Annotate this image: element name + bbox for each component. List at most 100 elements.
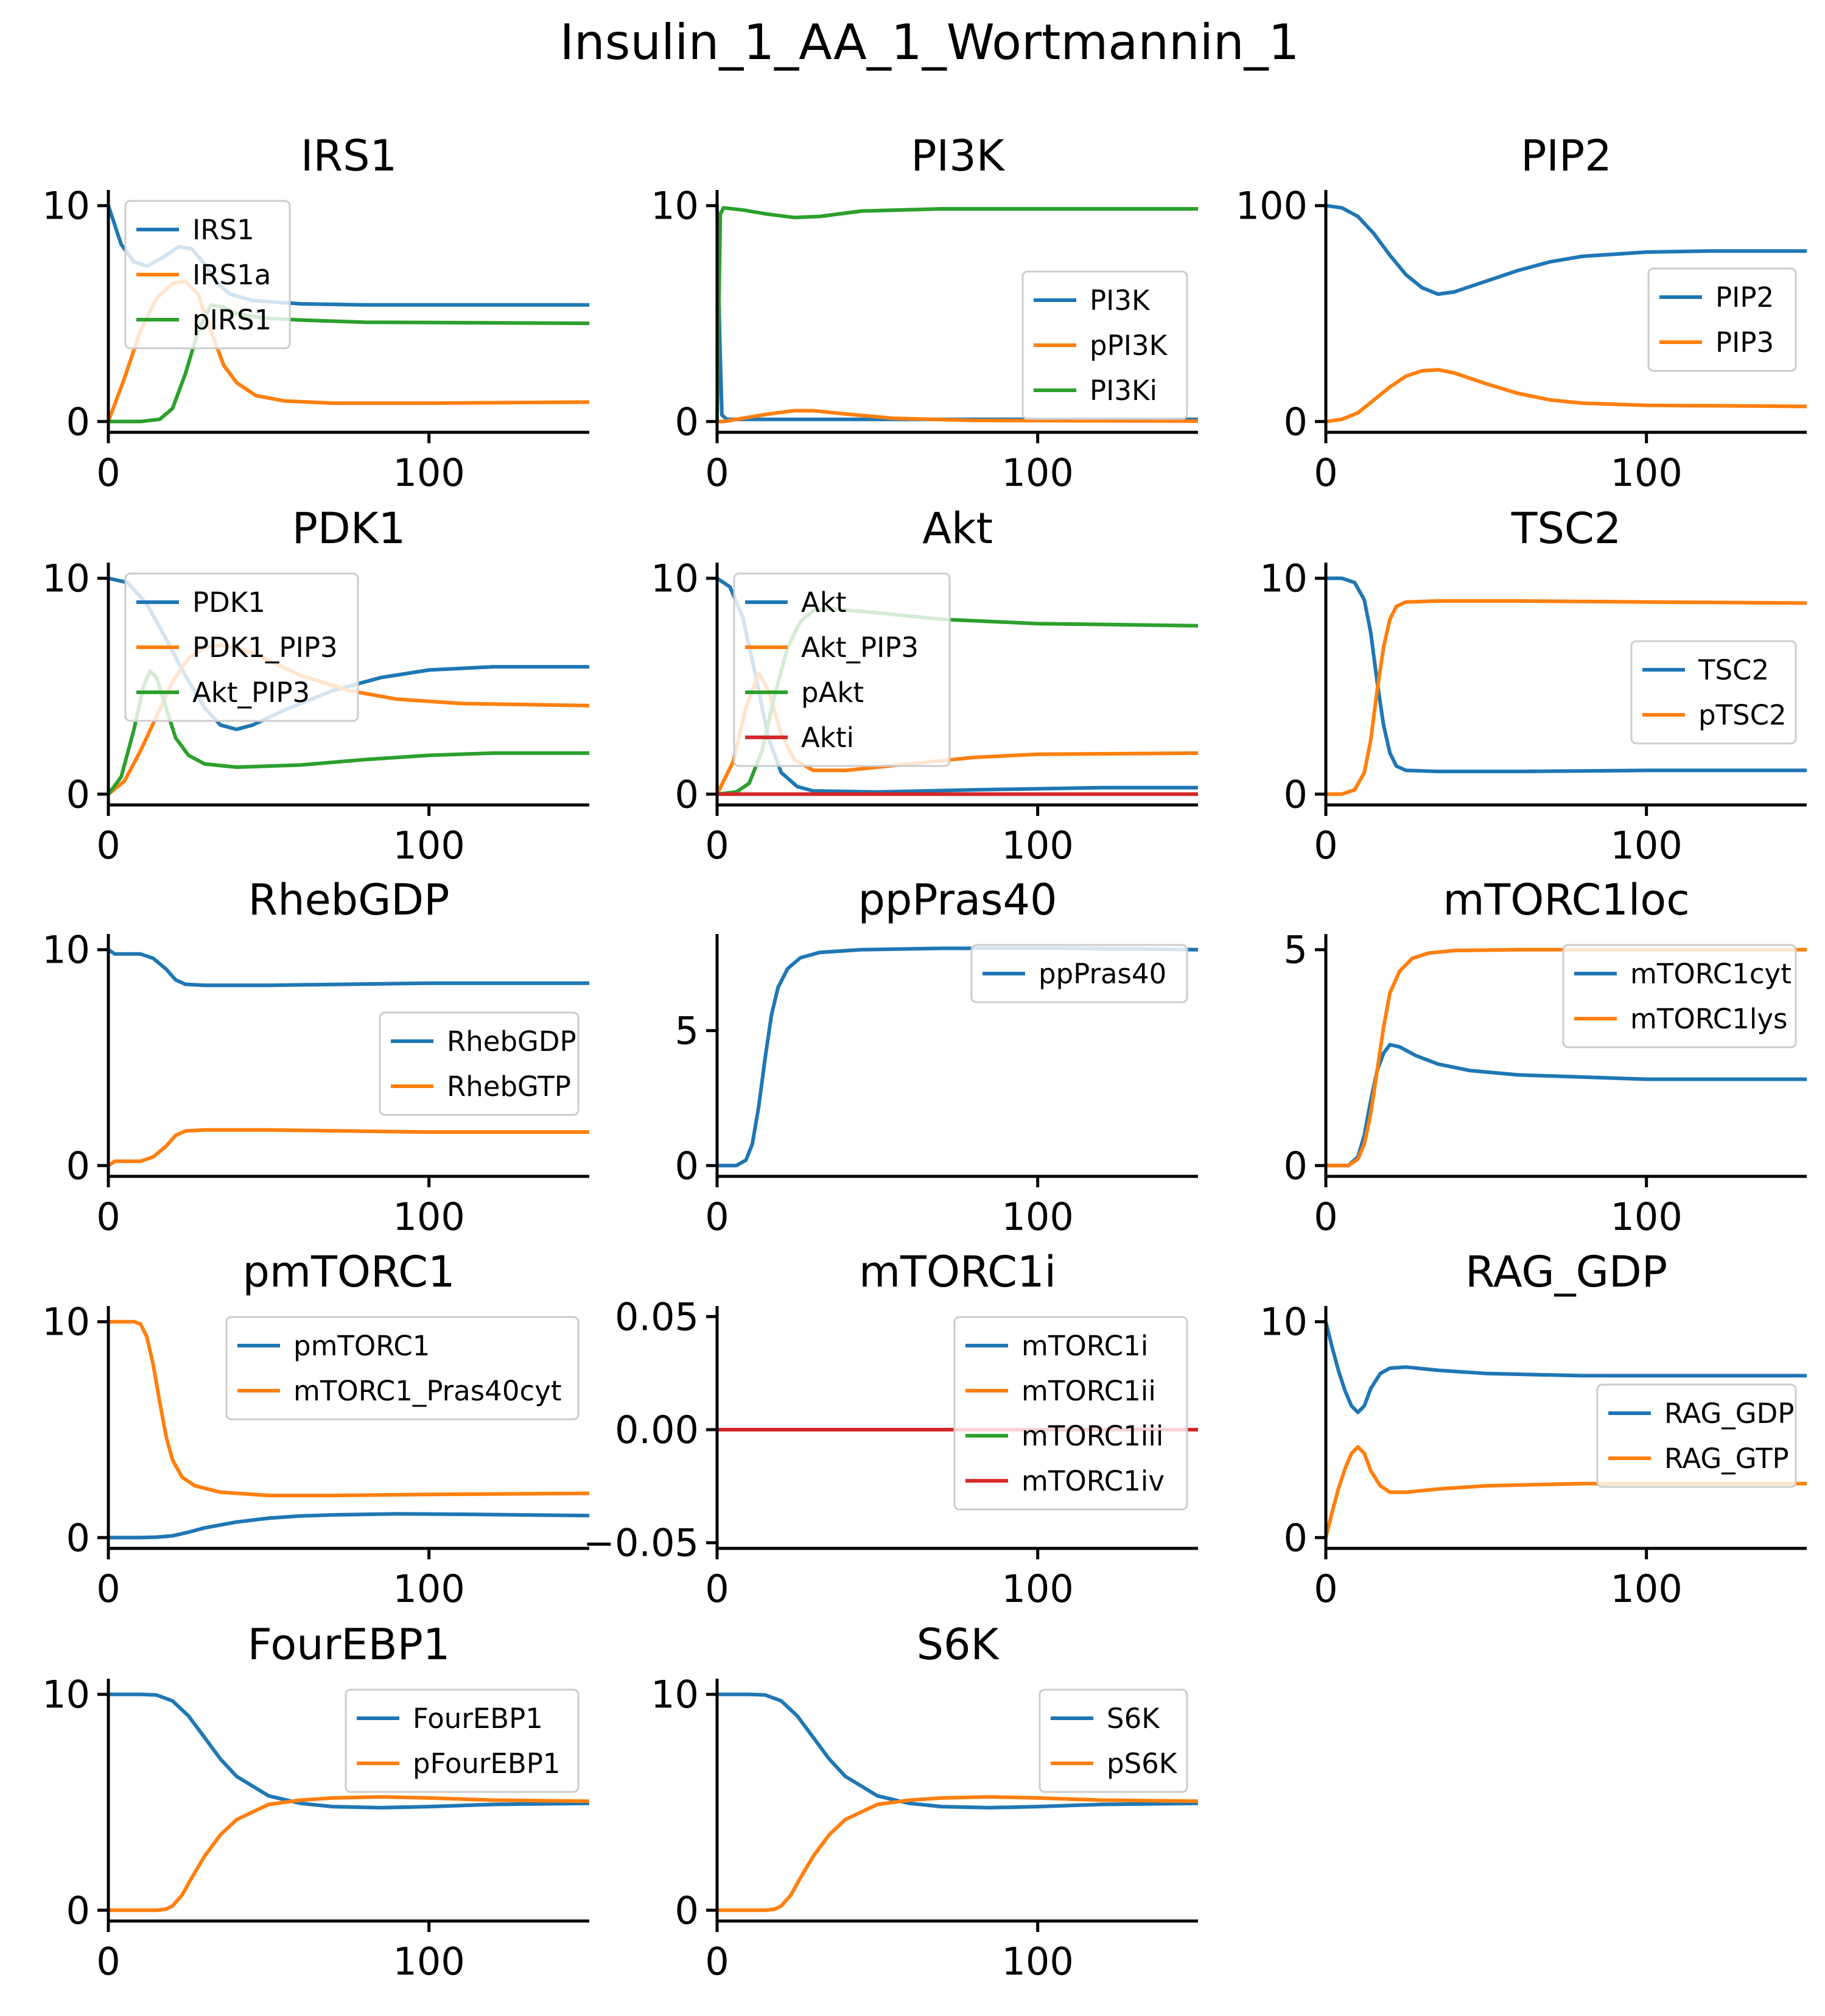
- subplot-mtorc1loc: mTORC1loc 0 100 0 5 mTORC1cyt mTORC1lys: [1284, 875, 1807, 1239]
- series-line-pppras40: [717, 946, 1199, 1168]
- legend-label: Akt: [801, 586, 847, 619]
- y-tick-label: 0: [66, 1516, 90, 1560]
- series-line-rhebgdp: [107, 948, 589, 988]
- x-tick-label: 0: [705, 1939, 729, 1984]
- series-line-mtorc1cyt: [1326, 1042, 1807, 1168]
- x-tick-label: 0: [1314, 823, 1337, 868]
- subplot-pip2: PIP2 0 100 0 100 PIP2 PIP3: [1236, 131, 1807, 495]
- y-tick-label: 10: [42, 557, 90, 601]
- y-tick-label: 10: [1259, 1300, 1308, 1344]
- legend: Akt Akt_PIP3 pAkt Akti: [733, 572, 951, 767]
- legend: TSC2 pTSC2: [1630, 640, 1797, 745]
- subplot-title: mTORC1i: [859, 1247, 1056, 1297]
- x-tick-label: 100: [1001, 823, 1073, 868]
- legend-frame: [1562, 944, 1797, 1048]
- legend: S6K pS6K: [1039, 1688, 1188, 1793]
- legend-frame: [1630, 640, 1797, 745]
- legend-frame: [1596, 1383, 1797, 1488]
- x-tick-label: 0: [1314, 1567, 1337, 1611]
- y-tick-label: 0: [675, 1143, 699, 1188]
- legend-label: mTORC1lys: [1630, 1003, 1787, 1035]
- legend-label: mTORC1iii: [1021, 1420, 1163, 1452]
- y-tick-label: 0: [1284, 772, 1308, 817]
- series-line-pip2: [1325, 203, 1807, 297]
- y-tick-label: 10: [651, 184, 699, 228]
- subplot-pppras40: ppPras40 0 100 0 5 ppPras40: [675, 875, 1199, 1239]
- x-tick-label: 0: [96, 823, 120, 868]
- legend-label: Akt_PIP3: [801, 631, 919, 664]
- legend: mTORC1cyt mTORC1lys: [1562, 944, 1797, 1048]
- y-tick-label: 5: [1284, 928, 1308, 972]
- subplot-title: Akt: [922, 504, 993, 553]
- x-tick-label: 100: [1001, 451, 1073, 495]
- x-tick-label: 100: [1001, 1567, 1073, 1611]
- subplot-title: ppPras40: [858, 875, 1057, 925]
- subplot-pdk1: PDK1 0 100 0 10 PDK1 PDK1_PIP3 Akt_PIP3: [42, 504, 590, 868]
- x-tick-label: 0: [96, 1939, 120, 1984]
- subplot-s6k: S6K 0 100 0 10 S6K pS6K: [651, 1620, 1199, 1984]
- series-line-mtorc1-pras40cyt: [108, 1319, 590, 1498]
- legend-label: mTORC1i: [1021, 1330, 1148, 1362]
- series-line-pfourebp1: [108, 1795, 590, 1912]
- legend-frame: [1021, 270, 1188, 420]
- legend-frame: [953, 1316, 1188, 1511]
- x-tick-label: 100: [1610, 1195, 1682, 1239]
- subplot-akt: Akt 0 100 0 10 Akt Akt_PIP3 pAkt Akti: [651, 504, 1199, 868]
- legend-label: Akt_PIP3: [192, 676, 310, 709]
- legend-label: RAG_GTP: [1664, 1442, 1789, 1475]
- x-tick-label: 100: [1001, 1939, 1073, 1984]
- x-tick-label: 0: [705, 823, 729, 868]
- y-tick-label: 0.05: [615, 1294, 699, 1339]
- legend-frame: [124, 572, 359, 722]
- y-tick-label: 0.00: [615, 1408, 699, 1452]
- legend-label: pmTORC1: [293, 1330, 430, 1362]
- series-line-mtorc1lys: [1326, 947, 1807, 1168]
- subplot-title: S6K: [917, 1620, 1000, 1670]
- subplot-title: TSC2: [1511, 504, 1622, 553]
- y-tick-label: 10: [651, 1673, 699, 1717]
- y-tick-label: 100: [1236, 184, 1308, 228]
- series-line-fourebp1: [108, 1692, 590, 1810]
- y-tick-label: 10: [42, 928, 90, 972]
- x-tick-label: 0: [96, 1195, 120, 1239]
- series-line-pip3: [1325, 368, 1807, 424]
- legend-frame: [345, 1688, 580, 1793]
- legend-label: pPI3K: [1090, 329, 1168, 362]
- y-tick-label: 0: [1284, 399, 1308, 444]
- legend-label: PDK1_PIP3: [192, 631, 338, 664]
- x-tick-label: 100: [393, 1939, 464, 1984]
- subplot-title: IRS1: [301, 131, 397, 181]
- x-tick-label: 0: [705, 1567, 729, 1611]
- legend-label: pTSC2: [1698, 699, 1787, 731]
- legend-label: pFourEBP1: [413, 1747, 560, 1780]
- legend-label: mTORC1_Pras40cyt: [293, 1375, 561, 1407]
- x-tick-label: 100: [393, 823, 464, 868]
- subplot-pmtorc1: pmTORC1 0 100 0 10 pmTORC1 mTORC1_Pras40cyt: [42, 1247, 590, 1611]
- y-tick-label: 0: [675, 1888, 699, 1933]
- legend-label: S6K: [1107, 1702, 1160, 1735]
- legend: IRS1 IRS1a pIRS1: [124, 200, 291, 349]
- x-tick-label: 100: [393, 1567, 464, 1611]
- legend-label: RAG_GDP: [1664, 1397, 1794, 1430]
- legend-label: PI3Ki: [1090, 374, 1157, 407]
- series-line-pmtorc1: [108, 1512, 590, 1540]
- subplot-pi3k: PI3K 0 100 0 10 PI3K pPI3K PI3Ki: [651, 131, 1199, 495]
- x-tick-label: 100: [1610, 823, 1682, 868]
- y-tick-label: 0: [675, 399, 699, 444]
- legend-label: pAkt: [801, 676, 864, 709]
- y-tick-label: 5: [675, 1009, 699, 1053]
- subplot-title: PDK1: [292, 504, 406, 553]
- subplot-rhebgdp: RhebGDP 0 100 0 10 RhebGDP RhebGTP: [42, 875, 589, 1239]
- x-tick-label: 0: [1314, 451, 1337, 495]
- legend-label: PI3K: [1090, 284, 1151, 317]
- subplot-title: pmTORC1: [242, 1247, 455, 1297]
- legend: RhebGDP RhebGTP: [379, 1011, 580, 1116]
- legend-label: pIRS1: [192, 304, 271, 336]
- y-tick-label: 10: [1259, 557, 1308, 601]
- series-line-rhebgtp: [107, 1128, 589, 1167]
- legend-frame: [379, 1011, 580, 1116]
- legend-frame: [970, 944, 1188, 1003]
